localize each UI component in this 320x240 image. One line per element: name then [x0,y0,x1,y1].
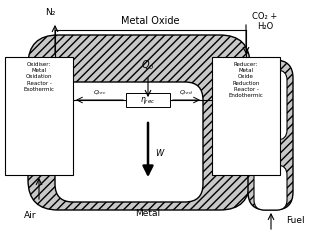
Text: $\eta_{rec}$: $\eta_{rec}$ [140,95,156,106]
Text: $W$: $W$ [155,146,165,157]
Text: N₂: N₂ [45,8,55,17]
FancyBboxPatch shape [254,165,287,210]
Text: Metal Oxide: Metal Oxide [121,16,179,26]
FancyBboxPatch shape [28,35,250,210]
Text: Metal: Metal [135,209,161,218]
FancyBboxPatch shape [55,82,203,202]
Text: $Q_o$: $Q_o$ [141,58,155,72]
Text: $Q_{rec}$: $Q_{rec}$ [93,88,107,97]
Bar [5,57,73,175]
Text: Reducer:
Metal
Oxide
Reduction
Reactor -
Endothermic: Reducer: Metal Oxide Reduction Reactor -… [228,62,263,98]
Text: Oxidiser:
Metal
Oxidation
Reactor -
Exothermic: Oxidiser: Metal Oxidation Reactor - Exot… [23,62,54,92]
Bar [126,93,170,107]
Text: CO₂ +
H₂O: CO₂ + H₂O [252,12,278,31]
Text: $Q_{red}$: $Q_{red}$ [179,88,193,97]
Text: Fuel: Fuel [286,216,304,225]
FancyBboxPatch shape [248,60,293,210]
FancyBboxPatch shape [254,70,287,140]
Text: Air: Air [24,211,36,220]
Bar [212,57,280,175]
